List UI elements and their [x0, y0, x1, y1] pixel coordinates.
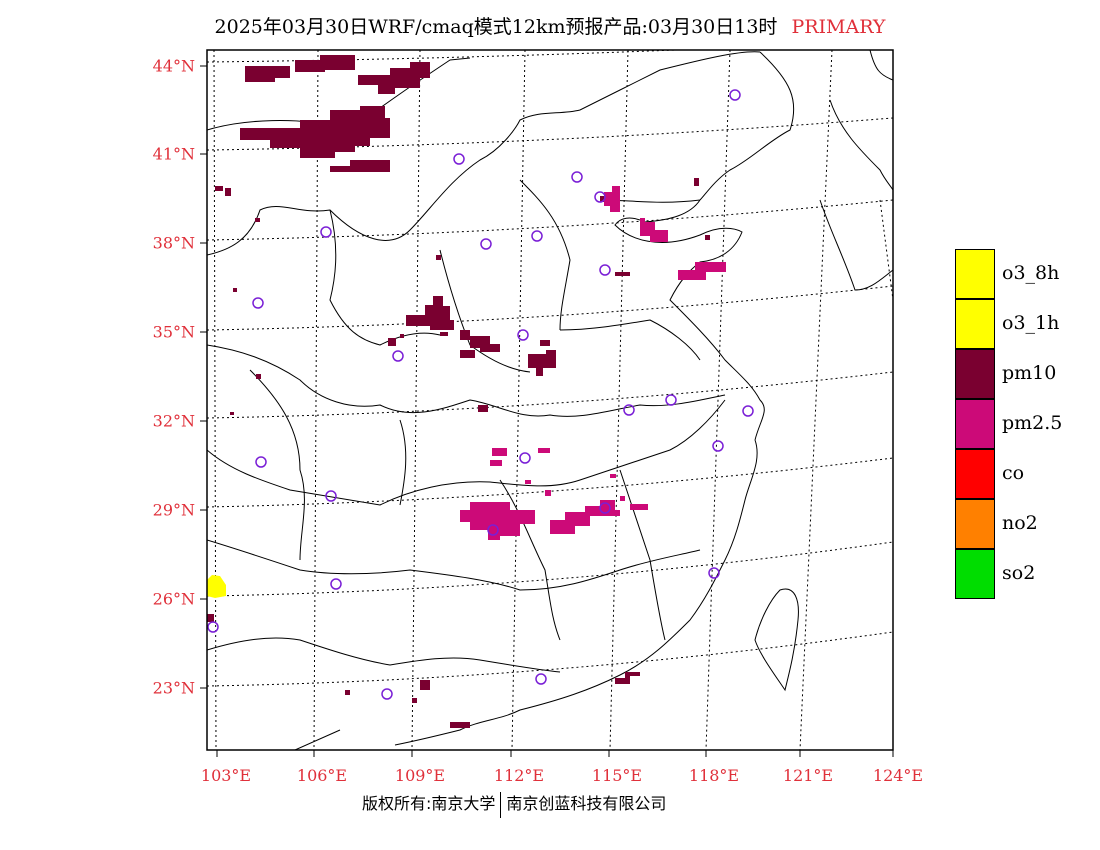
legend-swatch [955, 399, 995, 449]
lon-label: 109°E [394, 766, 446, 785]
legend-label: co [1002, 462, 1025, 484]
o3-patch [207, 575, 226, 598]
legend-label: o3_8h [1002, 262, 1060, 284]
lat-label: 26°N [152, 589, 195, 609]
map-frame [206, 49, 894, 751]
map-title: 2025年03月30日WRF/cmaq模式12km预报产品:03月30日13时 P… [0, 12, 1100, 39]
lat-label: 38°N [152, 233, 195, 253]
lat-label: 23°N [152, 678, 195, 698]
footer-separator [500, 791, 502, 818]
station-markers [207, 89, 754, 700]
legend-swatch [955, 449, 995, 499]
legend-swatch [955, 299, 995, 349]
copyright-company: 南京创蓝科技有限公司 [506, 794, 667, 813]
title-main: 2025年03月30日WRF/cmaq模式12km预报产品:03月30日13时 [214, 16, 778, 38]
lon-label: 121°E [782, 766, 834, 785]
lat-label: 35°N [152, 322, 195, 342]
pm25-patches [460, 186, 726, 540]
lon-label: 112°E [493, 766, 545, 785]
legend-swatch [955, 549, 995, 599]
legend-swatch [955, 249, 995, 299]
lat-label: 41°N [152, 144, 195, 164]
legend-label: pm10 [1002, 362, 1057, 384]
lon-label: 124°E [872, 766, 924, 785]
lat-label: 44°N [152, 56, 195, 76]
copyright-owner: 版权所有:南京大学 [362, 794, 496, 813]
lat-label: 29°N [152, 500, 195, 520]
legend-label: o3_1h [1002, 312, 1060, 334]
legend-swatch [955, 349, 995, 399]
lon-label: 103°E [200, 766, 252, 785]
legend-label: pm2.5 [1002, 412, 1063, 434]
graticule [207, 50, 893, 750]
title-primary-tag: PRIMARY [791, 16, 886, 38]
legend-label: so2 [1002, 562, 1036, 584]
lon-label: 118°E [688, 766, 740, 785]
lon-label: 106°E [296, 766, 348, 785]
lat-label: 32°N [152, 411, 195, 431]
legend-label: no2 [1002, 512, 1038, 534]
lon-label: 115°E [591, 766, 643, 785]
pm10-patches [207, 55, 710, 728]
legend-swatch [955, 499, 995, 549]
axis-ticks [200, 65, 894, 757]
copyright-footer: 版权所有:南京大学 南京创蓝科技有限公司 [362, 790, 666, 818]
